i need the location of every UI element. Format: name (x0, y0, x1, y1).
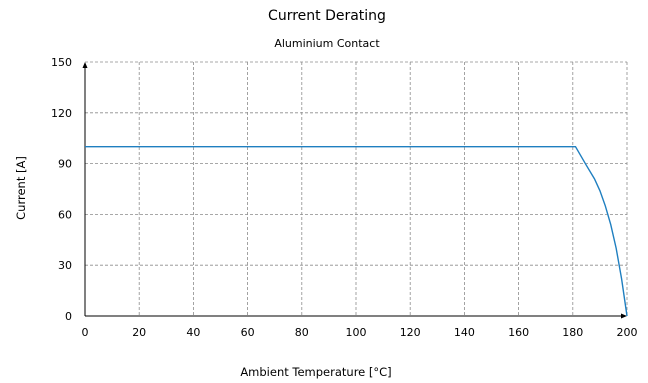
y-tick-label-0: 0 (65, 310, 72, 323)
grid (85, 61, 628, 316)
axes (82, 62, 627, 319)
chart-title: Current Derating (268, 8, 386, 24)
x-tick-label-20: 20 (132, 326, 146, 339)
x-tick-label-140: 140 (454, 326, 475, 339)
x-tick-label-80: 80 (295, 326, 309, 339)
x-axis-arrow (621, 313, 627, 319)
y-tick-label-90: 90 (58, 158, 72, 171)
x-tick-label-120: 120 (400, 326, 421, 339)
y-tick-label-150: 150 (51, 56, 72, 69)
y-tick-label-30: 30 (58, 259, 72, 272)
x-tick-label-40: 40 (186, 326, 200, 339)
x-tick-label-160: 160 (508, 326, 529, 339)
x-tick-label-180: 180 (562, 326, 583, 339)
x-tick-label-60: 60 (241, 326, 255, 339)
y-tick-label-120: 120 (51, 107, 72, 120)
chart-subtitle: Aluminium Contact (274, 37, 380, 50)
x-tick-label-200: 200 (617, 326, 638, 339)
y-tick-label-60: 60 (58, 208, 72, 221)
y-axis-label: Current [A] (14, 156, 28, 220)
tick-labels: 0 20 40 60 80 100 120 140 160 180 200 0 30 60 90 120 150 (51, 56, 638, 339)
x-axis-label: Ambient Temperature [°C] (240, 365, 391, 379)
x-tick-label-100: 100 (346, 326, 367, 339)
y-axis-arrow (82, 62, 88, 68)
series-line-0 (85, 145, 628, 317)
series-group (85, 145, 628, 317)
x-tick-label-0: 0 (82, 326, 89, 339)
